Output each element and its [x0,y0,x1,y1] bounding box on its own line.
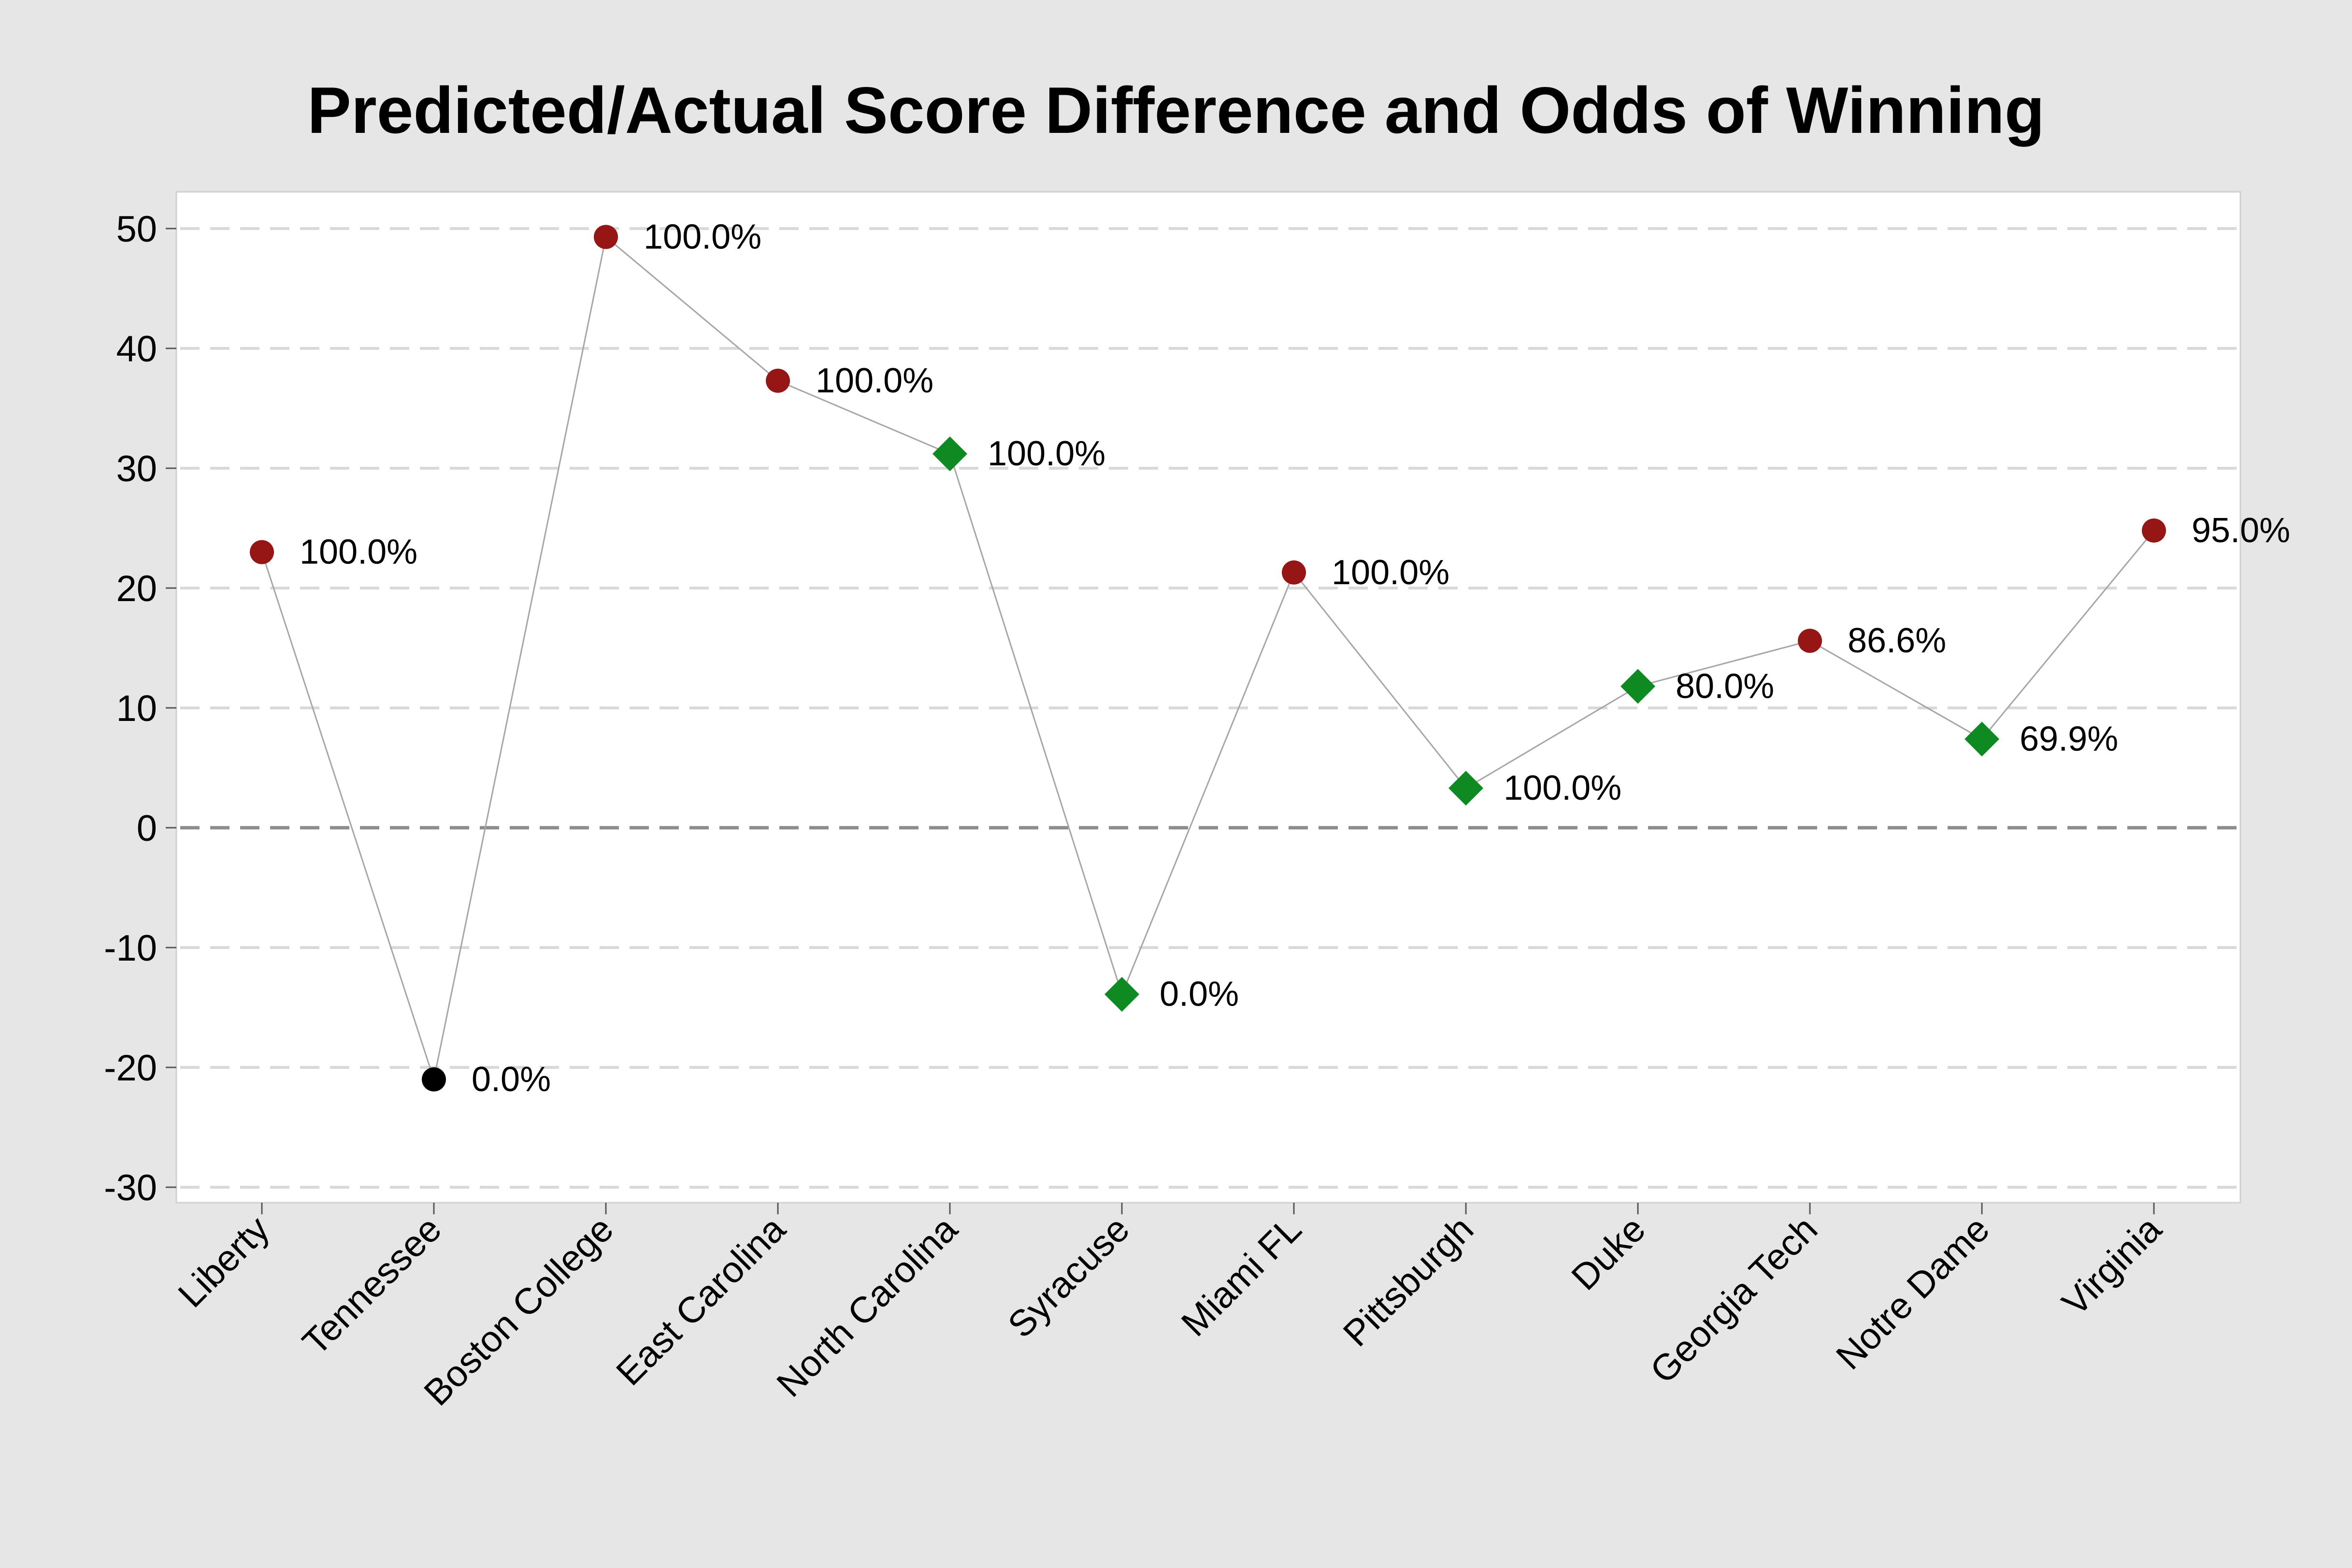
x-tick-label: Liberty [171,1208,277,1315]
circle-marker [766,368,790,393]
circle-marker [2142,518,2166,543]
data-label: 0.0% [1160,975,1239,1014]
data-label: 100.0% [300,533,417,572]
y-tick-label: -10 [104,928,157,969]
x-tick-label: Miami FL [1174,1208,1309,1344]
data-label: 86.6% [1848,621,1946,660]
x-tick-label: Tennessee [295,1208,449,1363]
data-label: 95.0% [2192,511,2290,550]
y-tick-label: -30 [104,1167,157,1208]
diamond-marker [1448,771,1483,806]
diamond-marker [1965,721,1999,757]
chart-title: Predicted/Actual Score Difference and Od… [307,73,2045,147]
data-label: 100.0% [1332,553,1449,592]
data-label: 100.0% [644,217,761,256]
gridlines [180,227,2237,1189]
data-markers [250,225,2166,1092]
y-tick-label: 20 [116,568,157,609]
series-line [261,235,2155,1082]
circle-marker [422,1067,446,1092]
data-label: 100.0% [1504,769,1621,807]
circle-marker [1282,560,1306,585]
circle-marker [250,540,274,564]
x-tick-label: Syracuse [1000,1208,1137,1346]
x-tick-label: Pittsburgh [1335,1208,1481,1354]
x-tick-label: Virginia [2054,1208,2170,1323]
connecting-line [261,235,2155,1082]
y-tick-label: 50 [116,209,157,250]
x-tick-label: Georgia Tech [1642,1208,1825,1392]
data-label: 0.0% [472,1060,551,1099]
data-label: 69.9% [2020,719,2118,758]
data-label: 80.0% [1676,667,1774,705]
data-label: 100.0% [816,361,933,400]
y-tick-label: 0 [137,808,157,849]
y-tick-label: 40 [116,329,157,370]
diamond-marker [932,436,967,472]
x-tick-label: Notre Dame [1828,1208,1997,1378]
plot-area [175,191,2241,1204]
circle-marker [594,225,618,249]
y-tick-label: 30 [116,448,157,489]
y-tick-label: -20 [104,1048,157,1089]
diamond-marker [1621,669,1655,704]
x-tick-label: Duke [1563,1208,1653,1298]
circle-marker [1798,629,1822,653]
x-tick-label: North Carolina [769,1208,965,1405]
x-tick-label: East Carolina [608,1208,793,1393]
y-tick-label: 10 [116,688,157,729]
data-labels: 100.0% 0.0% 100.0% 100.0% 100.0% 0.0% 100.0% 10… [300,217,2290,1098]
data-label: 100.0% [988,434,1105,473]
diamond-marker [1104,977,1139,1012]
